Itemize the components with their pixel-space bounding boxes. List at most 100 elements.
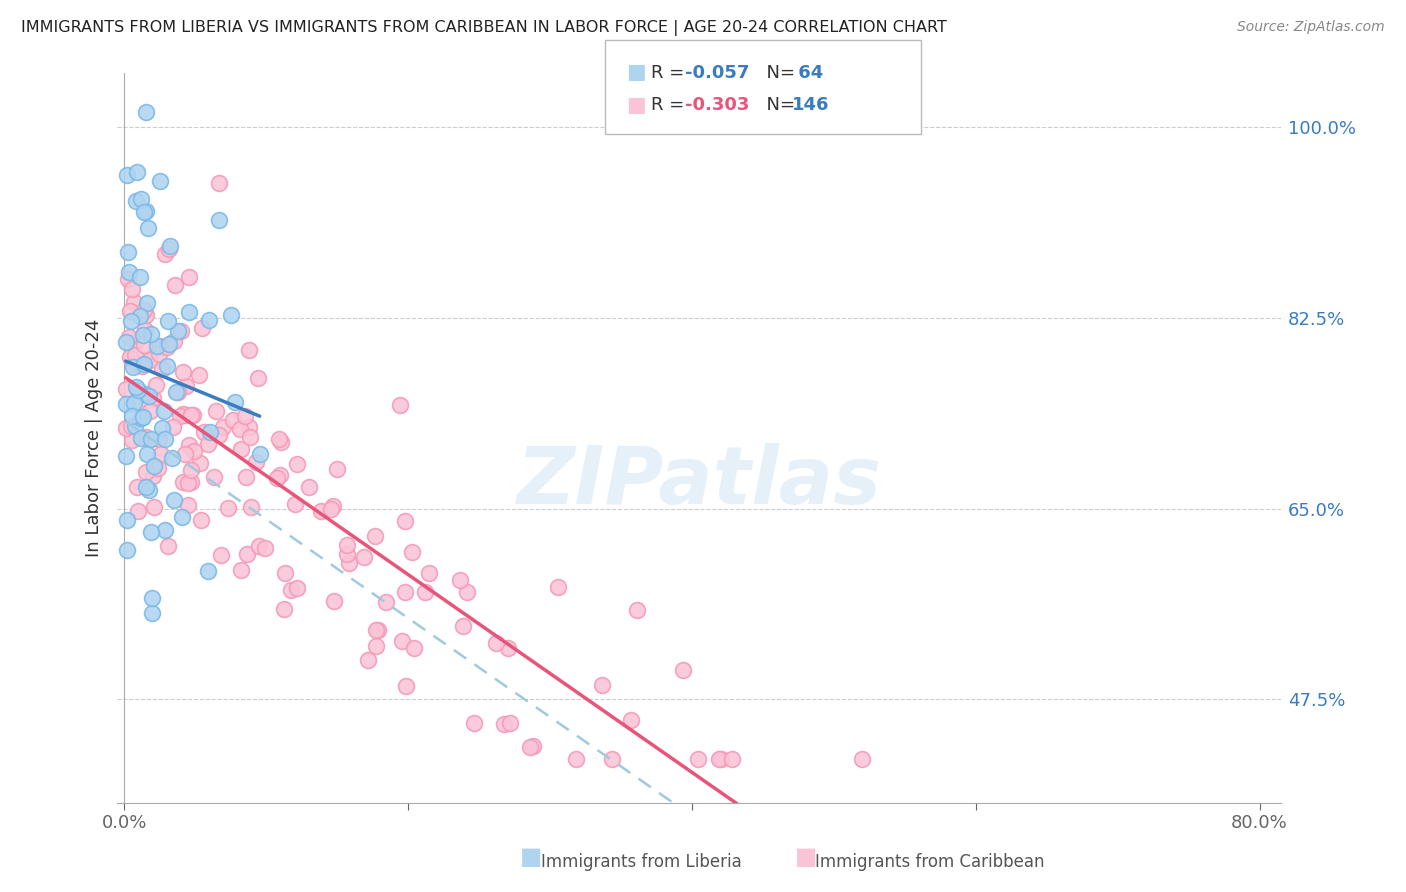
Point [134,337,156,351]
Point [463,716,485,731]
Point [127,164,149,178]
Point [364,623,387,637]
Point [285,581,308,595]
Point [114,382,136,396]
Point [127,333,149,347]
Point [125,380,148,394]
Y-axis label: In Labor Force | Age 20-24: In Labor Force | Age 20-24 [86,318,103,557]
Point [129,394,152,409]
Text: Immigrants from Liberia: Immigrants from Liberia [541,853,742,871]
Point [117,272,139,286]
Point [127,480,149,494]
Point [153,524,176,538]
Point [198,425,221,439]
Point [129,309,152,323]
Point [120,419,142,434]
Point [129,192,152,206]
Point [357,653,380,667]
Point [124,295,146,310]
Point [145,378,167,392]
Point [494,716,516,731]
Point [198,312,221,326]
Point [122,396,145,410]
Point [496,641,519,656]
Point [181,408,204,422]
Point [246,371,269,385]
Point [626,603,648,617]
Point [139,353,162,368]
Text: ■: ■ [626,62,645,82]
Point [135,480,157,494]
Point [150,340,173,354]
Point [177,305,200,319]
Point [117,245,139,260]
Point [404,640,426,655]
Point [167,384,190,399]
Point [238,419,260,434]
Point [418,566,440,581]
Point [375,595,398,609]
Point [366,639,388,653]
Point [135,465,157,479]
Text: -0.057: -0.057 [685,64,749,82]
Point [191,320,214,334]
Point [135,203,157,218]
Point [132,204,155,219]
Point [326,462,349,476]
Point [274,566,297,581]
Point [172,475,194,490]
Point [114,335,136,350]
Point [124,419,146,434]
Point [253,541,276,555]
Point [127,504,149,518]
Point [121,433,143,447]
Point [273,602,295,616]
Point [519,739,541,754]
Point [150,447,173,461]
Text: ■: ■ [626,95,645,114]
Point [162,420,184,434]
Point [141,606,163,620]
Point [284,497,307,511]
Point [233,409,256,424]
Point [148,460,170,475]
Point [153,432,176,446]
Point [177,498,200,512]
Point [115,168,138,182]
Point [197,437,219,451]
Point [120,350,142,364]
Point [224,394,246,409]
Point [280,582,302,597]
Point [146,339,169,353]
Point [180,408,202,422]
Point [129,411,152,425]
Point [162,493,184,508]
Point [139,432,162,446]
Point [710,752,733,766]
Point [180,463,202,477]
Point [269,468,291,483]
Point [394,514,416,528]
Point [143,500,166,514]
Point [132,302,155,317]
Point [121,409,143,423]
Point [156,340,179,354]
Point [309,504,332,518]
Point [688,752,710,766]
Point [395,679,418,693]
Point [205,403,228,417]
Point [212,420,235,434]
Point [565,752,588,766]
Point [135,447,157,461]
Point [135,105,157,120]
Point [152,403,174,417]
Point [132,328,155,343]
Point [115,513,138,527]
Point [125,194,148,209]
Point [115,449,138,463]
Point [141,591,163,605]
Point [128,270,150,285]
Point [353,550,375,565]
Point [456,585,478,599]
Point [179,270,201,285]
